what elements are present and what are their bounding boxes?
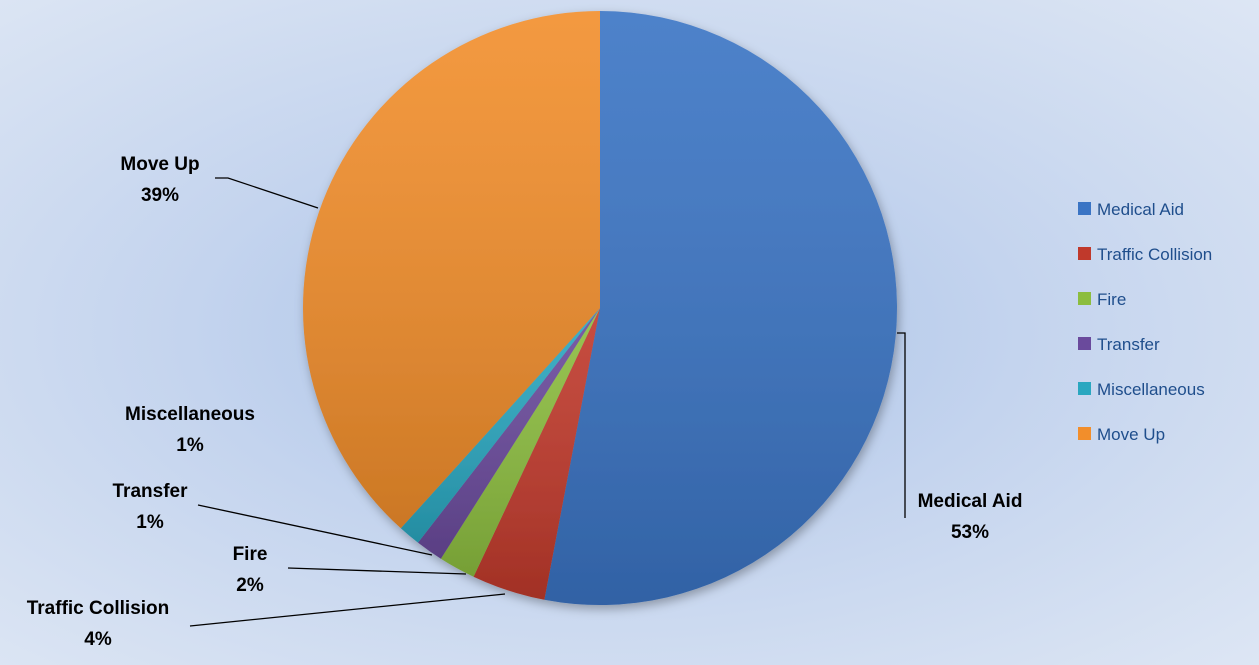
data-label-name-fire: Fire xyxy=(233,544,268,565)
leader-line-medical-aid xyxy=(897,332,906,518)
legend-label-move-up: Move Up xyxy=(1097,425,1165,444)
legend: Medical Aid Traffic Collision Fire Transfer… xyxy=(1078,200,1212,444)
data-label-traffic-collision: Traffic Collision 4% xyxy=(27,598,170,650)
leader-lines xyxy=(189,177,906,627)
data-label-percent-traffic-collision: 4% xyxy=(84,629,112,650)
legend-label-fire: Fire xyxy=(1097,290,1126,309)
data-label-percent-transfer: 1% xyxy=(136,512,164,533)
legend-swatch-fire xyxy=(1078,292,1091,305)
legend-label-miscellaneous: Miscellaneous xyxy=(1097,380,1205,399)
legend-swatch-medical-aid xyxy=(1078,202,1091,215)
legend-swatch-move-up xyxy=(1078,427,1091,440)
data-label-move-up: Move Up 39% xyxy=(120,154,199,206)
data-label-name-traffic-collision: Traffic Collision xyxy=(27,598,170,619)
legend-label-medical-aid: Medical Aid xyxy=(1097,200,1184,219)
data-label-name-miscellaneous: Miscellaneous xyxy=(125,404,255,425)
legend-swatch-transfer xyxy=(1078,337,1091,350)
pie-slice-shade-transfer xyxy=(417,308,600,559)
data-label-name-transfer: Transfer xyxy=(113,481,189,502)
data-label-percent-move-up: 39% xyxy=(141,185,179,206)
data-label-percent-medical-aid: 53% xyxy=(951,522,989,543)
data-label-transfer: Transfer 1% xyxy=(113,481,189,533)
data-label-percent-miscellaneous: 1% xyxy=(176,435,204,456)
pie-slice-shade-move-up xyxy=(303,11,600,529)
legend-label-traffic-collision: Traffic Collision xyxy=(1097,245,1212,264)
pie-slice-shade-miscellaneous xyxy=(400,308,600,543)
legend-swatch-miscellaneous xyxy=(1078,382,1091,395)
legend-swatch-traffic-collision xyxy=(1078,247,1091,260)
data-label-miscellaneous: Miscellaneous 1% xyxy=(125,404,255,456)
data-label-percent-fire: 2% xyxy=(236,575,264,596)
pie-slice-shade-medical-aid xyxy=(544,11,897,605)
legend-label-transfer: Transfer xyxy=(1097,335,1160,354)
leader-line-transfer xyxy=(197,504,433,556)
leader-line-traffic-collision xyxy=(189,593,506,627)
data-label-medical-aid: Medical Aid 53% xyxy=(918,491,1023,543)
pie-slice-shade-fire xyxy=(440,308,600,577)
leader-line-fire xyxy=(287,567,467,575)
data-label-name-move-up: Move Up xyxy=(120,154,199,175)
pie-slices xyxy=(303,11,897,605)
data-labels: Medical Aid 53% Traffic Collision 4% Fire 2% T… xyxy=(27,154,1023,650)
pie-slice-shade-traffic-collision xyxy=(473,308,600,600)
leader-line-move-up xyxy=(215,177,319,209)
data-label-name-medical-aid: Medical Aid xyxy=(918,491,1023,512)
data-label-fire: Fire 2% xyxy=(233,544,268,596)
